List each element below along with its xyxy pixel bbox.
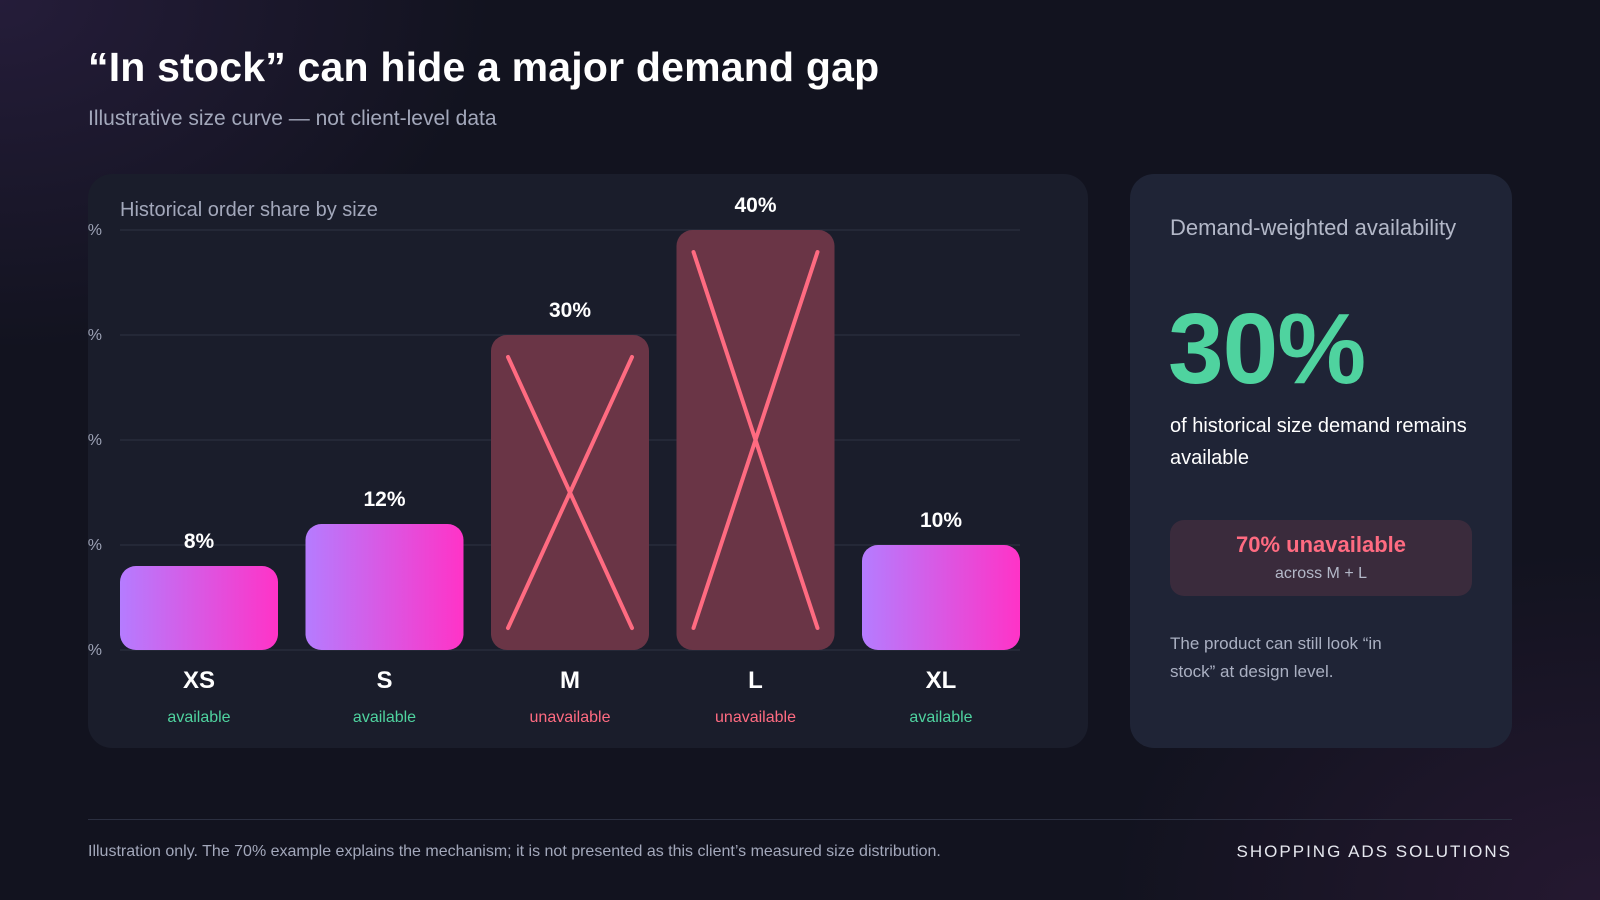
- slide-subtitle: Illustrative size curve — not client-lev…: [88, 107, 497, 130]
- availability-description: of historical size demand remains availa…: [1170, 415, 1467, 469]
- bar-available: [862, 545, 1020, 650]
- bar-chart: Historical order share by size 0% 10% 20% 30…: [88, 194, 1020, 726]
- size-status-label: available: [909, 709, 972, 726]
- y-tick-label: 10%: [88, 537, 102, 554]
- size-status-label: available: [353, 709, 416, 726]
- x-category-label: S: [376, 667, 392, 694]
- y-tick-label: 40%: [88, 222, 102, 239]
- slide-title: “In stock” can hide a major demand gap: [88, 44, 880, 90]
- x-category-label: XS: [183, 667, 215, 694]
- unavailable-badge-value: 70% unavailable: [1236, 532, 1406, 557]
- x-category-label: XL: [926, 667, 957, 694]
- bar-value-label: 12%: [363, 488, 405, 511]
- chart-title: Historical order share by size: [120, 199, 378, 221]
- x-category-label: M: [560, 667, 580, 694]
- bar-value-label: 10%: [920, 509, 962, 532]
- availability-note: The product can still look “in stock” at…: [1170, 634, 1382, 681]
- footer-divider: [88, 819, 1512, 820]
- unavailable-badge: 70% unavailable across M + L: [1170, 520, 1472, 596]
- chart-card: Historical order share by size 0% 10% 20% 30…: [88, 174, 1088, 748]
- availability-heading: Demand-weighted availability: [1170, 215, 1457, 240]
- y-tick-label: 20%: [88, 432, 102, 449]
- size-status-label: available: [167, 709, 230, 726]
- size-status-label: unavailable: [530, 709, 611, 726]
- y-tick-label: 30%: [88, 327, 102, 344]
- availability-value: 30%: [1168, 293, 1366, 405]
- bar-value-label: 40%: [734, 194, 776, 217]
- x-category-label: L: [748, 667, 763, 694]
- bar-available: [305, 524, 464, 650]
- availability-panel: Demand-weighted availability 30% of hist…: [1130, 174, 1512, 748]
- y-tick-label: 0%: [88, 642, 102, 659]
- unavailable-cross-line: [691, 250, 820, 630]
- footer-note: Illustration only. The 70% example expla…: [88, 843, 941, 860]
- unavailable-badge-detail: across M + L: [1274, 565, 1368, 582]
- size-status-label: unavailable: [715, 709, 796, 726]
- bar-value-label: 30%: [549, 299, 591, 322]
- brand-label: SHOPPING ADS SOLUTIONS: [1236, 842, 1512, 861]
- unavailable-cross-line: [506, 355, 634, 630]
- bar-value-label: 8%: [184, 530, 215, 553]
- bar-available: [120, 566, 278, 650]
